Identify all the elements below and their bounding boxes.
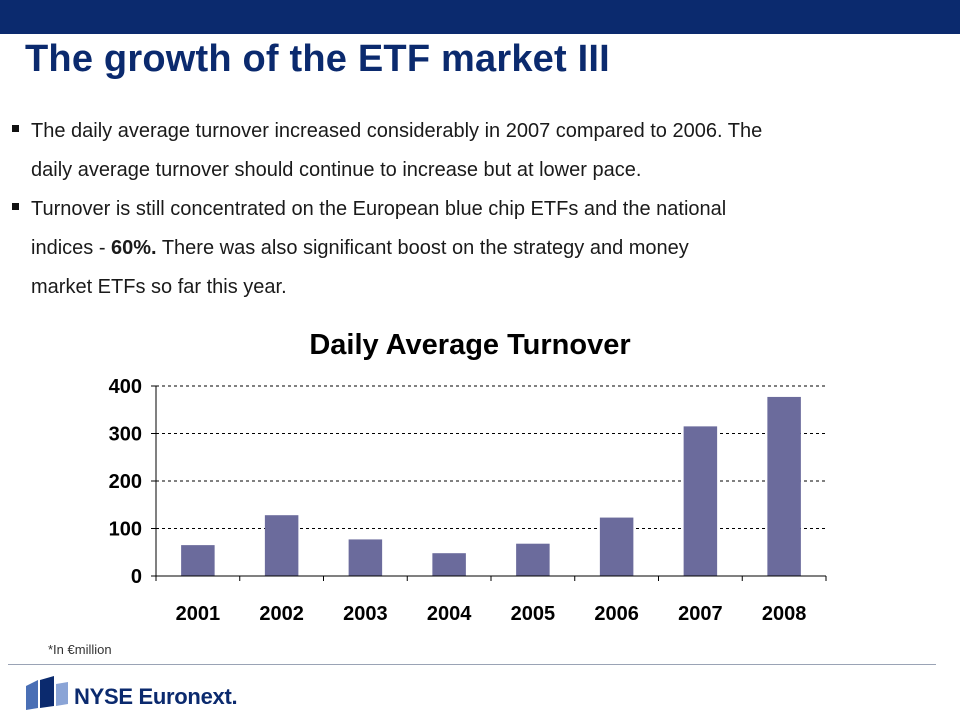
gridlines bbox=[151, 385, 827, 581]
bar-2001 bbox=[181, 545, 215, 576]
bar-2006 bbox=[599, 517, 634, 576]
x-tick-label: 2004 bbox=[427, 603, 472, 625]
y-tick-label: 0 bbox=[131, 566, 142, 588]
y-tick-label: 100 bbox=[109, 519, 142, 541]
bullet-item: The daily average turnover increased con… bbox=[10, 112, 930, 190]
bar-2008 bbox=[767, 396, 801, 576]
y-tick-label: 400 bbox=[109, 376, 142, 398]
x-tick-label: 2003 bbox=[343, 603, 388, 625]
bar-2004 bbox=[432, 553, 466, 576]
bullet-text-line: indices - 60%. There was also significan… bbox=[31, 229, 930, 268]
x-tick-label: 2008 bbox=[762, 603, 807, 625]
logo-text: NYSE Euronext. bbox=[74, 684, 238, 709]
bullet-highlight: 60%. bbox=[111, 237, 157, 259]
bar-2002 bbox=[264, 515, 299, 576]
bar-2005 bbox=[516, 543, 550, 576]
x-tick-label: 2002 bbox=[259, 603, 304, 625]
footer-divider bbox=[8, 664, 936, 665]
tick-labels: 0 100 200 300 400 2001 2002 2003 2004 2005 2006 200… bbox=[109, 376, 807, 625]
bar-2007 bbox=[683, 426, 718, 576]
bullet-square-icon bbox=[12, 125, 19, 132]
nyse-euronext-logo: NYSE Euronext. bbox=[20, 672, 240, 716]
bar-chart: Daily Average Turnover 0 100 200 300 400 2001… bbox=[109, 329, 827, 625]
x-tick-label: 2006 bbox=[594, 603, 639, 625]
bullet-text-line: market ETFs so far this year. bbox=[31, 276, 287, 298]
x-tick-label: 2005 bbox=[511, 603, 556, 625]
bullet-text-line: Turnover is still concentrated on the Eu… bbox=[31, 198, 727, 220]
bullet-item: Turnover is still concentrated on the Eu… bbox=[10, 190, 930, 307]
chart-title: Daily Average Turnover bbox=[309, 329, 630, 361]
y-tick-label: 200 bbox=[109, 471, 142, 493]
top-banner bbox=[0, 0, 960, 34]
slide-title: The growth of the ETF market III bbox=[25, 38, 610, 80]
bar-2003 bbox=[348, 539, 383, 576]
axes bbox=[155, 386, 826, 577]
bullet-text-fragment: indices - bbox=[31, 237, 112, 259]
bullet-square-icon bbox=[12, 203, 19, 210]
x-tick-label: 2001 bbox=[176, 603, 221, 625]
bullet-text-line: daily average turnover should continue t… bbox=[31, 159, 642, 181]
logo-mark-icon bbox=[26, 676, 68, 710]
y-tick-label: 300 bbox=[109, 424, 142, 446]
bars bbox=[181, 396, 801, 576]
bullet-list: The daily average turnover increased con… bbox=[10, 112, 930, 307]
x-tick-label: 2007 bbox=[678, 603, 723, 625]
unit-note: *In €million bbox=[48, 642, 112, 657]
bullet-text-line: The daily average turnover increased con… bbox=[31, 120, 763, 142]
bullet-text-fragment: There was also significant boost on the … bbox=[156, 237, 689, 259]
